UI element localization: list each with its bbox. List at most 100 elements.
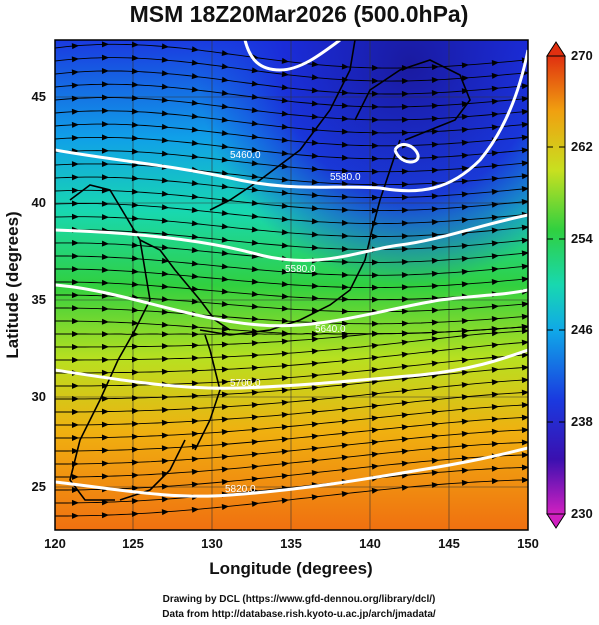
wind-arrowhead [461, 204, 469, 211]
wind-arrowhead [131, 395, 139, 402]
wind-arrowhead [101, 473, 109, 480]
wind-arrowhead [101, 200, 109, 207]
wind-arrowhead [221, 391, 229, 398]
wind-arrowhead [401, 484, 409, 491]
wind-arrowhead [71, 161, 79, 168]
wind-arrowhead [491, 85, 499, 92]
wind-arrowhead [101, 512, 109, 519]
wind-arrowhead [431, 329, 439, 336]
wind-arrowhead [221, 236, 229, 243]
wind-arrowhead [221, 170, 229, 177]
wind-arrowhead [191, 298, 199, 305]
wind-arrowhead [221, 301, 229, 308]
wind-arrowhead [191, 86, 199, 93]
wind-arrowhead [521, 224, 528, 231]
wind-arrowhead [521, 96, 528, 102]
wind-arrowhead [491, 416, 499, 423]
wind-arrowhead [401, 90, 409, 97]
plot-area: 5460.0 5580.0 5580.0 5640.0 5700.0 5820.… [55, 40, 528, 530]
wind-arrowhead [251, 364, 259, 371]
wind-arrowhead [221, 116, 229, 123]
wind-arrowhead [491, 465, 499, 472]
wind-arrowhead [71, 253, 79, 260]
colorbar-label: 254 [571, 231, 593, 246]
wind-arrowhead [101, 54, 109, 61]
wind-arrowhead [371, 207, 379, 214]
wind-arrowhead [101, 356, 109, 363]
wind-arrowhead [281, 57, 289, 64]
wind-arrowhead [431, 421, 439, 428]
contour-label: 5820.0 [225, 484, 256, 495]
wind-arrowhead [191, 481, 199, 488]
wind-arrowhead [71, 134, 79, 141]
wind-arrowhead [341, 333, 349, 340]
wind-arrowhead [461, 178, 469, 185]
wind-arrowhead [431, 180, 439, 187]
wind-arrowhead [221, 196, 229, 203]
wind-arrowhead [71, 108, 79, 115]
wind-arrowhead [101, 408, 109, 415]
wind-arrowhead [401, 351, 409, 358]
wind-arrowhead [521, 414, 528, 421]
wind-arrowhead [281, 281, 289, 288]
wind-arrowhead [461, 217, 469, 224]
wind-arrowhead [71, 421, 79, 428]
wind-arrowhead [401, 400, 409, 407]
wind-arrowhead [131, 472, 139, 479]
wind-arrowhead [251, 133, 259, 140]
wind-arrowhead [401, 259, 409, 266]
wind-arrowhead [221, 453, 229, 460]
wind-arrowhead [431, 244, 439, 251]
wind-arrowhead [401, 181, 409, 188]
wind-arrowhead [251, 414, 259, 421]
x-tick-label: 145 [438, 536, 460, 551]
wind-arrowhead [431, 154, 439, 161]
wind-arrowhead [131, 215, 139, 222]
wind-arrowhead [281, 330, 289, 337]
wind-arrowhead [431, 283, 439, 290]
wind-arrowhead [131, 148, 139, 155]
wind-arrowhead [281, 176, 289, 183]
wind-arrowhead [461, 318, 469, 325]
wind-arrowhead [431, 257, 439, 264]
wind-arrowhead [521, 160, 528, 167]
wind-arrowhead [221, 504, 229, 510]
wind-arrowhead [521, 328, 528, 335]
wind-arrowhead [401, 339, 409, 346]
wind-arrowhead [71, 434, 79, 441]
wind-arrowhead [371, 427, 379, 434]
wind-arrowhead [101, 434, 109, 441]
wind-arrowhead [341, 128, 349, 135]
wind-arrowhead [71, 200, 79, 207]
wind-arrowhead [491, 266, 499, 273]
wind-arrowhead [341, 320, 349, 327]
wind-arrowhead [251, 239, 259, 246]
wind-arrowhead [431, 307, 439, 314]
wind-arrowhead [401, 460, 409, 467]
wind-arrowhead [191, 456, 199, 463]
colorbar: 270 262 254 246 238 230 [546, 41, 593, 529]
wind-arrowhead [431, 128, 439, 135]
wind-arrowhead [191, 367, 199, 374]
wind-arrowhead [161, 445, 169, 452]
wind-arrowhead [161, 368, 169, 375]
wind-arrowhead [131, 420, 139, 427]
wind-arrowhead [521, 323, 528, 330]
wind-arrowhead [431, 167, 439, 174]
wind-arrowhead [161, 458, 169, 465]
wind-arrowhead [221, 103, 229, 110]
wind-arrowhead [341, 369, 349, 376]
wind-arrowhead [131, 498, 139, 505]
wind-arrowhead [251, 402, 259, 409]
wind-arrowhead [161, 43, 169, 50]
wind-arrowhead [311, 469, 319, 476]
wind-arrowhead [491, 330, 499, 337]
wind-arrowhead [461, 369, 469, 376]
wind-arrowhead [221, 354, 229, 361]
wind-arrowhead [131, 281, 139, 288]
wind-arrowhead [341, 259, 349, 266]
wind-arrowhead [131, 268, 139, 275]
wind-arrowhead [311, 61, 319, 68]
wind-arrowhead [281, 137, 289, 143]
